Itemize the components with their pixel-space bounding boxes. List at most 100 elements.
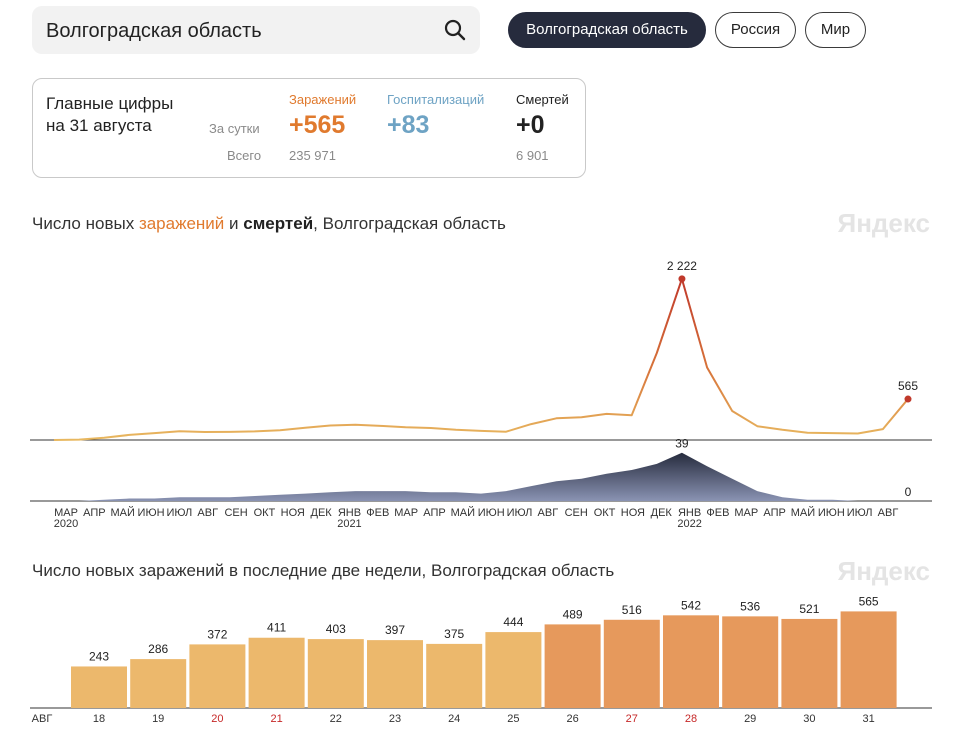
- region-volgograd-button[interactable]: Волгоградская область: [508, 12, 706, 48]
- bar-value-label: 243: [89, 649, 109, 663]
- chart1-title-part: , Волгоградская область: [313, 214, 506, 233]
- bar-value-label: 536: [740, 599, 760, 613]
- deaths-last-label: 0: [905, 485, 912, 499]
- deaths-area: [54, 452, 908, 501]
- bar-value-label: 411: [267, 621, 286, 635]
- bar: [307, 639, 364, 708]
- bar-value-label: 521: [799, 602, 819, 616]
- x-tick-label: ИЮН: [478, 507, 505, 519]
- chart1-title-part: Число новых: [32, 214, 139, 233]
- bar: [367, 640, 423, 708]
- infections-today: +565: [289, 111, 346, 139]
- cases-last-point: [904, 395, 912, 403]
- region-russia-button[interactable]: Россия: [715, 12, 796, 48]
- chart1-title-deaths: смертей: [243, 214, 314, 233]
- cases-last-label: 565: [898, 379, 918, 393]
- bar: [603, 619, 660, 708]
- summary-title: Главные цифры на 31 августа: [46, 94, 174, 135]
- cases-peak-label: 2 222: [667, 259, 697, 273]
- bar-value-label: 565: [859, 594, 879, 608]
- day-label: 20: [211, 713, 223, 725]
- bar: [130, 659, 187, 708]
- day-label: 29: [744, 713, 756, 725]
- day-label: 18: [93, 713, 105, 725]
- bar: [840, 611, 897, 708]
- x-tick-label: ИЮЛ: [847, 507, 873, 519]
- day-label: 31: [862, 713, 874, 725]
- x-tick-label: ФЕВ: [366, 507, 389, 519]
- x-tick-label: МАЙ: [791, 506, 815, 519]
- deaths-today: +0: [516, 111, 545, 139]
- day-label: 28: [685, 713, 697, 725]
- bar-value-label: 542: [681, 598, 701, 612]
- chart1-title-infections: заражений: [138, 214, 225, 233]
- x-tick-label: МАР: [734, 507, 758, 519]
- day-label: 22: [330, 713, 342, 725]
- bar-value-label: 397: [385, 623, 405, 637]
- region-world-button[interactable]: Мир: [805, 12, 866, 48]
- day-label: 27: [626, 713, 638, 725]
- bar: [189, 644, 246, 708]
- month-label: АВГ: [32, 713, 53, 725]
- x-tick-label: НОЯ: [621, 507, 645, 519]
- day-label: 23: [389, 713, 401, 725]
- x-tick-label: МАР: [394, 507, 418, 519]
- chart1-title-part: и: [224, 214, 244, 233]
- x-tick-label: МАР: [54, 507, 78, 519]
- summary-card: Главные цифры на 31 августа За сутки Все…: [32, 78, 586, 178]
- x-tick-label: ДЕК: [651, 507, 673, 519]
- search-icon[interactable]: [444, 19, 466, 41]
- yandex-watermark: Яндекс: [837, 556, 931, 586]
- bar-value-label: 516: [622, 603, 642, 617]
- bar: [248, 637, 305, 708]
- x-tick-label: ИЮЛ: [167, 507, 193, 519]
- bar-value-label: 444: [503, 615, 523, 629]
- bar-value-label: 489: [563, 607, 583, 621]
- bar-value-label: 403: [326, 622, 346, 636]
- x-tick-label: АВГ: [197, 507, 218, 519]
- bar: [722, 616, 779, 708]
- year-label: 2021: [337, 518, 361, 530]
- chart2-title: Число новых заражений в последние две не…: [32, 561, 615, 580]
- infections-label: Заражений: [289, 92, 357, 107]
- bar: [485, 632, 542, 708]
- day-label: 19: [152, 713, 164, 725]
- x-tick-label: ДЕК: [311, 507, 333, 519]
- x-tick-label: МАЙ: [110, 506, 134, 519]
- x-tick-label: АПР: [83, 507, 105, 519]
- x-tick-label: ЯНВ: [338, 507, 361, 519]
- x-tick-label: АВГ: [538, 507, 559, 519]
- infections-total: 235 971: [289, 148, 336, 163]
- cases-line: [53, 277, 909, 441]
- x-tick-label: ЯНВ: [678, 507, 701, 519]
- day-label: 21: [270, 713, 282, 725]
- x-tick-label: ОКТ: [594, 507, 616, 519]
- deaths-peak-label: 39: [675, 437, 689, 451]
- x-tick-label: ИЮН: [138, 507, 165, 519]
- x-tick-label: ОКТ: [254, 507, 276, 519]
- bar: [781, 618, 838, 708]
- search-box[interactable]: Волгоградская область: [32, 6, 480, 54]
- per-day-label: За сутки: [209, 121, 260, 136]
- cases-peak-point: [678, 275, 686, 283]
- search-input[interactable]: Волгоградская область: [46, 20, 262, 42]
- x-tick-label: ИЮН: [818, 507, 845, 519]
- bar-value-label: 375: [444, 627, 464, 641]
- x-tick-label: АПР: [423, 507, 445, 519]
- bar: [426, 643, 483, 708]
- bar-value-label: 372: [207, 627, 227, 641]
- hospitalizations-label: Госпитализаций: [387, 92, 485, 107]
- day-label: 24: [448, 713, 460, 725]
- total-label: Всего: [227, 148, 262, 163]
- x-tick-label: НОЯ: [281, 507, 305, 519]
- deaths-label: Смертей: [516, 92, 569, 107]
- day-label: 30: [803, 713, 815, 725]
- yandex-watermark: Яндекс: [837, 208, 931, 238]
- x-tick-label: ИЮЛ: [507, 507, 533, 519]
- x-tick-label: МАЙ: [451, 506, 475, 519]
- x-tick-label: ФЕВ: [706, 507, 729, 519]
- chart1-title: Число новых заражений и смертей, Волгогр…: [32, 214, 506, 234]
- hospitalizations-today: +83: [387, 111, 430, 139]
- x-tick-label: СЕН: [224, 507, 247, 519]
